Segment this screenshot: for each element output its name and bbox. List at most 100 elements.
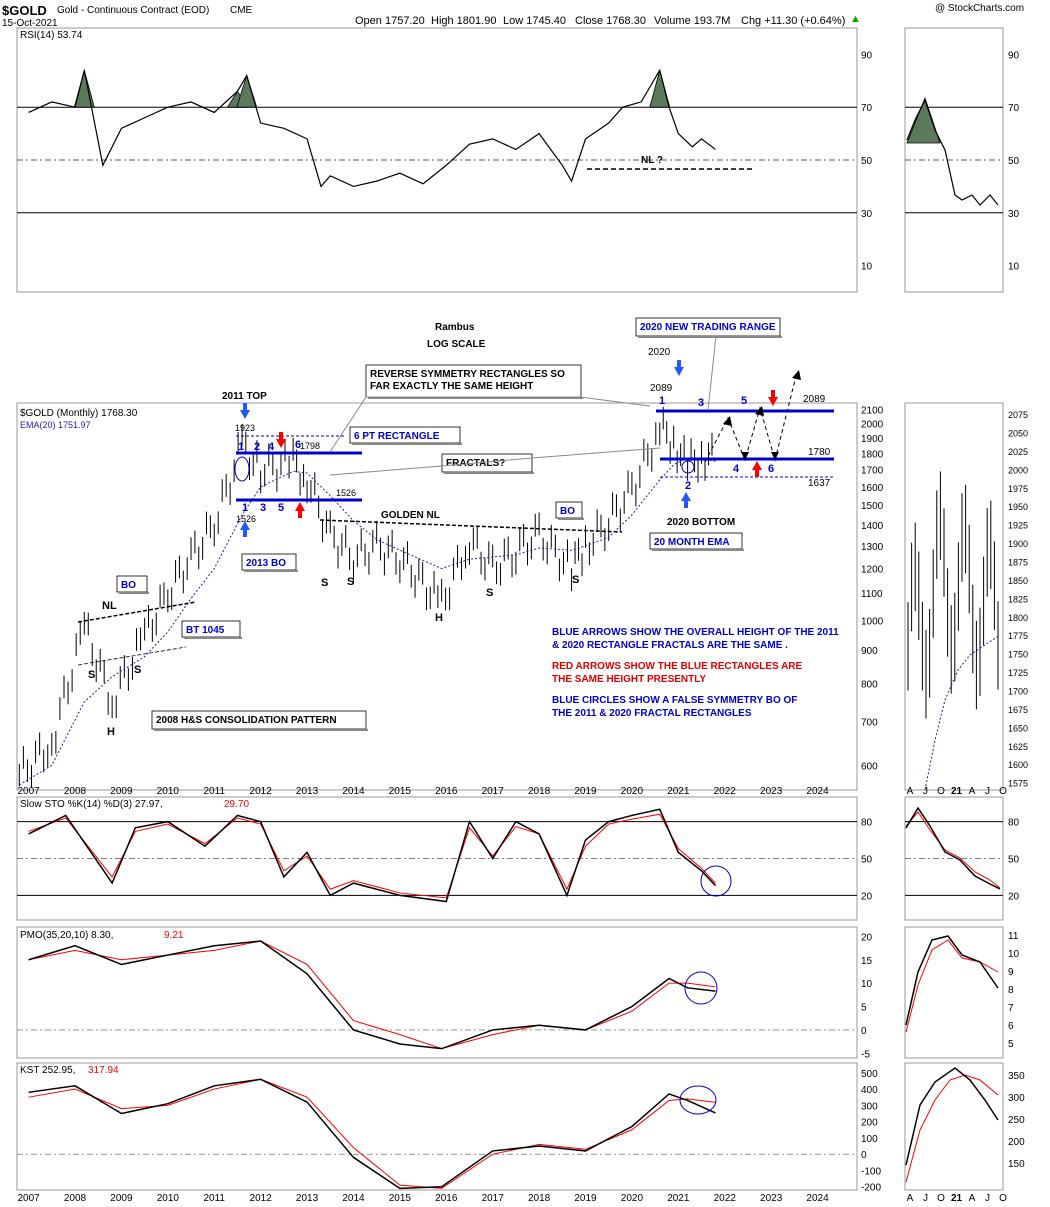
- reverse-symmetry-callout-text: REVERSE SYMMETRY RECTANGLES SO: [370, 369, 565, 380]
- value-1637: 1637: [808, 478, 831, 489]
- month-tick: 21: [951, 1193, 963, 1204]
- year-tick: 2012: [250, 786, 273, 797]
- price-detail-tick: 1850: [1008, 576, 1028, 586]
- rambus-label: Rambus: [435, 322, 475, 333]
- year-tick: 2016: [435, 786, 458, 797]
- pmo-tick: 15: [861, 956, 873, 967]
- sto-tick: 20: [861, 891, 873, 902]
- note-red-arrows: THE SAME HEIGHT PRESENTLY: [552, 674, 706, 685]
- price-tick: 1400: [861, 521, 884, 532]
- price-tick: 1500: [861, 501, 884, 512]
- reverse-symmetry-callout-text: FAR EXACTLY THE SAME HEIGHT: [370, 381, 533, 392]
- fractals-callout-shadow: [444, 472, 534, 474]
- kst-panel-detail-frame: [904, 1062, 1004, 1191]
- price-tick: 2000: [861, 420, 884, 431]
- bo-2010-callout-text: BO: [121, 580, 136, 591]
- pmo-detail-tick: 8: [1008, 985, 1014, 996]
- year-tick: 2015: [389, 786, 412, 797]
- bottom2020-label: 2020 BOTTOM: [667, 517, 735, 528]
- price-detail-tick: 2000: [1008, 465, 1028, 475]
- point-label-2020: 4: [733, 463, 740, 475]
- exchange: CME: [230, 5, 253, 16]
- projection-arrow-icon: [741, 452, 749, 460]
- value-1798: 1798: [300, 441, 320, 451]
- price-panel-detail-frame: [904, 402, 1004, 791]
- kst-tick: 0: [861, 1150, 867, 1161]
- month-tick: 21: [951, 786, 963, 797]
- value-1526: 1526: [336, 488, 356, 498]
- price-detail-tick: 1775: [1008, 631, 1028, 641]
- year-tick: 2014: [342, 1193, 365, 1204]
- kst-signal-legend: 317.94: [88, 1065, 119, 1076]
- year-tick: 2018: [528, 1193, 551, 1204]
- price-detail-tick: 1875: [1008, 557, 1028, 567]
- pmo-panel-frame: [16, 926, 858, 1059]
- pmo-signal-line: [28, 940, 716, 1050]
- month-tick: J: [923, 1193, 928, 1204]
- point-label-2011: 1: [242, 502, 248, 514]
- pmo-line: [28, 940, 716, 1050]
- red-arrow-up-icon: [752, 461, 762, 477]
- note-blue-circles: BLUE CIRCLES SHOW A FALSE SYMMETRY BO OF: [552, 695, 797, 706]
- rsi-detail-line: [906, 98, 999, 206]
- kst-tick: 300: [861, 1101, 878, 1112]
- month-tick: A: [907, 786, 914, 797]
- kst-signal-line: [28, 1078, 716, 1189]
- year-tick: 2021: [667, 1193, 690, 1204]
- year-tick: 2013: [296, 786, 319, 797]
- shoulder-label: S: [321, 577, 328, 589]
- note-blue-arrows: BLUE ARROWS SHOW THE OVERALL HEIGHT OF T…: [552, 627, 839, 638]
- kst-detail-tick: 300: [1008, 1093, 1025, 1104]
- kst-blue-circle: [679, 1085, 717, 1115]
- year-tick: 2015: [389, 1193, 412, 1204]
- year-tick: 2009: [110, 1193, 133, 1204]
- symbol: $GOLD: [2, 3, 47, 18]
- price-tick: 1300: [861, 542, 884, 553]
- point-label-2011: 5: [278, 502, 284, 514]
- golden-neckline: [319, 519, 623, 533]
- year-tick: 2010: [157, 1193, 180, 1204]
- sto-d-line: [28, 813, 716, 899]
- shoulder-label: S: [134, 664, 141, 676]
- rsi-detail-overbought-fill: [906, 96, 941, 144]
- rsi-overbought-fill: [236, 74, 258, 108]
- pmo-tick: 10: [861, 979, 873, 990]
- pmo-tick: -5: [861, 1049, 870, 1060]
- kst-detail-line: [905, 1067, 999, 1166]
- hs-neckline: [77, 601, 197, 623]
- year-tick: 2016: [435, 1193, 458, 1204]
- hs-lower-line: [77, 646, 187, 666]
- hs2008-callout-shadow: [154, 729, 368, 731]
- price-tick: 1600: [861, 483, 884, 494]
- new-range-callout-text: 2020 NEW TRADING RANGE: [640, 322, 776, 333]
- year-tick: 2023: [760, 1193, 783, 1204]
- projection-arrow-icon: [755, 406, 764, 416]
- rsi-tick: 50: [861, 156, 873, 167]
- year-tick: 2018: [528, 786, 551, 797]
- shoulder-label: S: [347, 576, 354, 588]
- year-tick: 2019: [574, 786, 597, 797]
- bo2013-callout-shadow: [244, 570, 298, 572]
- year-tick: 2009: [110, 786, 133, 797]
- price-detail-tick: 1950: [1008, 502, 1028, 512]
- volume-value: Volume 193.7M: [654, 15, 731, 27]
- month-tick: O: [999, 786, 1007, 797]
- year-tick: 2020: [621, 1193, 644, 1204]
- point-label-2011: 6: [295, 439, 301, 451]
- price-tick: 1800: [861, 449, 884, 460]
- pmo-detail-tick: 9: [1008, 967, 1014, 978]
- close-value: Close 1768.30: [575, 15, 646, 27]
- top2011-label: 2011 TOP: [222, 391, 267, 402]
- point-label-2020: 2: [685, 480, 691, 492]
- rect6-callout-text: 6 PT RECTANGLE: [354, 431, 440, 442]
- point-label-2011: 4: [268, 441, 275, 453]
- price-detail-tick: 1625: [1008, 742, 1028, 752]
- price-tick: 1000: [861, 616, 884, 627]
- pmo-panel-detail-frame: [904, 926, 1004, 1059]
- pmo-tick: 20: [861, 932, 873, 943]
- price-detail-tick: 1750: [1008, 650, 1028, 660]
- head-label: H: [107, 726, 115, 738]
- ema-legend: EMA(20) 1751.97: [20, 420, 91, 430]
- price-tick: 1700: [861, 466, 884, 477]
- price-panel-frame: [16, 402, 858, 791]
